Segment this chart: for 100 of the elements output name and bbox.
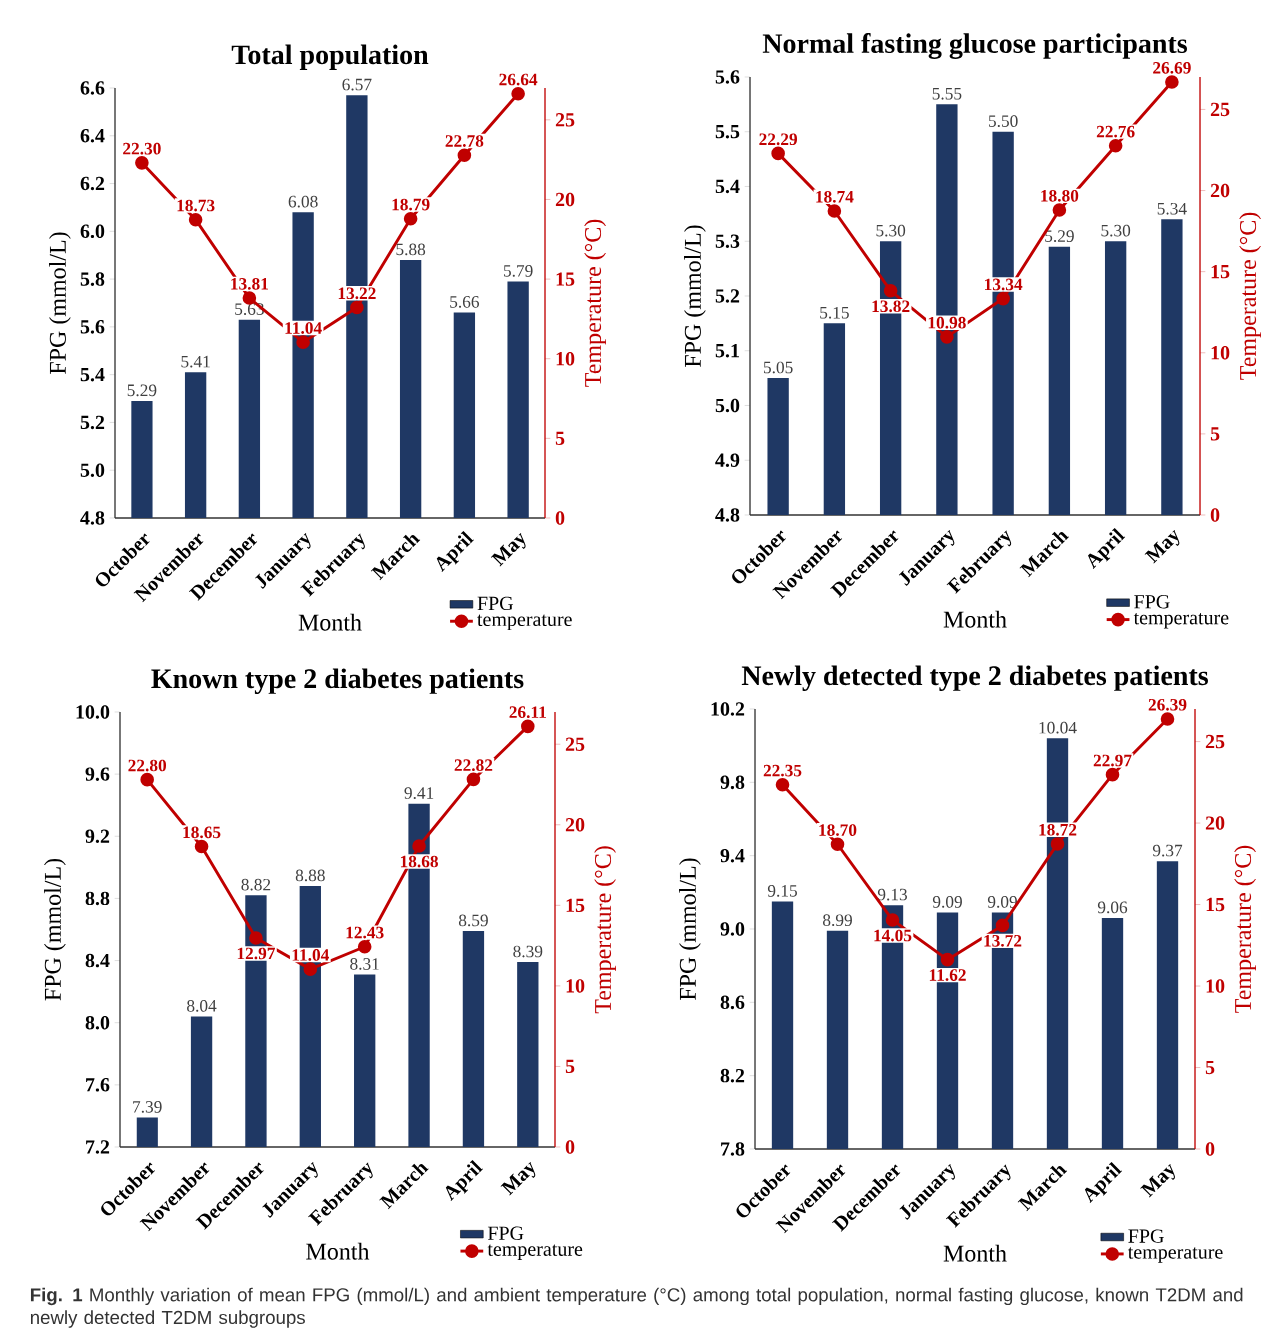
point [995, 918, 1010, 933]
y-tick-label: 9.8 [720, 775, 745, 790]
data-label: 6.08 [288, 195, 318, 208]
y2-tick-label: 0 [565, 1140, 575, 1154]
y2-tick-label: 10 [1211, 346, 1230, 360]
data-label: 9.41 [404, 787, 434, 799]
data-label: 10.04 [1039, 721, 1077, 734]
y2-tick-label: 25 [1205, 734, 1225, 749]
data-label: 8.82 [241, 878, 271, 891]
data-label: 22.30 [123, 142, 161, 155]
legend-label: FPG [477, 596, 514, 611]
data-label: 18.68 [400, 855, 438, 868]
data-label: 18.70 [819, 824, 857, 836]
y-axis-title: FPG (mmol/L) [49, 232, 71, 374]
y-tick-label: 7.8 [721, 1142, 745, 1156]
point [403, 211, 418, 226]
x-axis-title: Month [943, 1244, 1007, 1262]
point [140, 772, 154, 787]
chart-title: Newly detected type 2 diabetes patients [741, 665, 1208, 691]
y-tick-label: 4.8 [715, 508, 740, 522]
legend-label: temperature [487, 1244, 583, 1260]
data-label: 13.72 [984, 935, 1022, 947]
point [249, 931, 263, 945]
point [827, 204, 842, 218]
y-axis-title: FPG (mmol/L) [44, 858, 66, 1001]
data-label: 13.22 [338, 287, 376, 300]
chart-title: Known type 2 diabetes patients [151, 668, 524, 694]
point [188, 212, 203, 227]
y-tick-label: 5.6 [715, 70, 740, 84]
data-label: 12.97 [237, 947, 276, 960]
data-label: 11.04 [292, 949, 330, 961]
data-label: 11.04 [285, 322, 322, 334]
data-label: 9.15 [767, 885, 797, 897]
point [885, 913, 900, 927]
data-label: 22.78 [445, 135, 484, 147]
data-label: 12.43 [346, 926, 384, 939]
chart-title: Normal fasting glucose participants [762, 33, 1188, 59]
data-label: 8.99 [823, 914, 852, 927]
data-label: 26.69 [1153, 62, 1191, 74]
point [771, 146, 785, 161]
legend-label: FPG [1134, 595, 1170, 609]
point [1052, 203, 1067, 217]
y-tick-label: 7.2 [86, 1140, 110, 1154]
data-label: 5.66 [450, 296, 480, 308]
point [1160, 712, 1175, 726]
data-label: 18.65 [183, 826, 221, 839]
point [412, 839, 426, 853]
y-tick-label: 8.6 [720, 995, 745, 1010]
point [940, 952, 955, 967]
legend-label: temperature [477, 614, 572, 631]
y-tick-label: 6.0 [80, 224, 105, 239]
data-label: 14.05 [874, 929, 912, 942]
data-label: 11.62 [929, 969, 966, 981]
point [940, 330, 954, 344]
data-label: 10.98 [928, 316, 966, 329]
data-label: 5.55 [932, 88, 962, 100]
data-label: 5.30 [876, 224, 906, 237]
data-label: 18.80 [1041, 189, 1079, 202]
data-label: 18.74 [816, 190, 854, 203]
y2-axis-title: Temperature (°C) [1239, 212, 1261, 380]
y-tick-label: 6.2 [80, 176, 105, 191]
y2-tick-label: 25 [565, 737, 585, 751]
data-label: 5.29 [127, 384, 157, 397]
data-label: 22.35 [763, 764, 802, 777]
data-label: 13.34 [985, 278, 1023, 291]
y-tick-label: 4.9 [715, 453, 740, 468]
point [1050, 837, 1065, 851]
data-label: 7.39 [133, 1101, 162, 1113]
y-axis-title: FPG (mmol/L) [684, 225, 706, 367]
data-label: 9.06 [1097, 901, 1128, 914]
y-tick-label: 5.2 [715, 289, 740, 303]
data-label: 8.59 [458, 914, 488, 927]
y2-tick-label: 5 [555, 431, 565, 445]
y-tick-label: 5.1 [715, 344, 739, 358]
data-label: 9.09 [932, 896, 962, 908]
y2-tick-label: 15 [566, 898, 585, 913]
y2-tick-label: 25 [1210, 102, 1230, 117]
data-label: 5.29 [1045, 230, 1074, 243]
data-label: 8.39 [513, 945, 543, 958]
legend-label: temperature [1133, 612, 1229, 629]
data-label: 5.34 [1157, 202, 1187, 215]
point [511, 86, 525, 101]
y-tick-label: 9.6 [85, 767, 110, 781]
point [303, 962, 318, 976]
y-tick-label: 4.8 [80, 511, 105, 525]
data-label: 22.82 [454, 759, 493, 772]
data-label: 5.05 [763, 361, 793, 374]
y2-axis-title: Temperature (°C) [584, 219, 606, 387]
y2-tick-label: 20 [555, 192, 575, 207]
data-label: 5.41 [181, 355, 210, 368]
point [194, 839, 209, 854]
y2-tick-label: 10 [1206, 979, 1225, 993]
y2-tick-label: 20 [1205, 816, 1225, 830]
data-label: 5.30 [1101, 224, 1131, 237]
y2-tick-label: 20 [565, 818, 585, 832]
y2-tick-label: 5 [1205, 1060, 1215, 1075]
x-axis-title: Month [306, 1242, 370, 1260]
point [1108, 138, 1123, 153]
data-label: 26.64 [499, 73, 538, 86]
point [830, 837, 845, 852]
